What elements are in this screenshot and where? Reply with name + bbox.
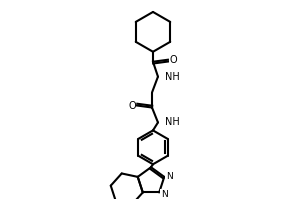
Text: N: N: [166, 172, 172, 181]
Text: O: O: [169, 55, 177, 65]
Text: NH: NH: [165, 117, 180, 127]
Text: N: N: [161, 190, 167, 199]
Text: NH: NH: [165, 72, 180, 82]
Text: O: O: [128, 101, 136, 111]
